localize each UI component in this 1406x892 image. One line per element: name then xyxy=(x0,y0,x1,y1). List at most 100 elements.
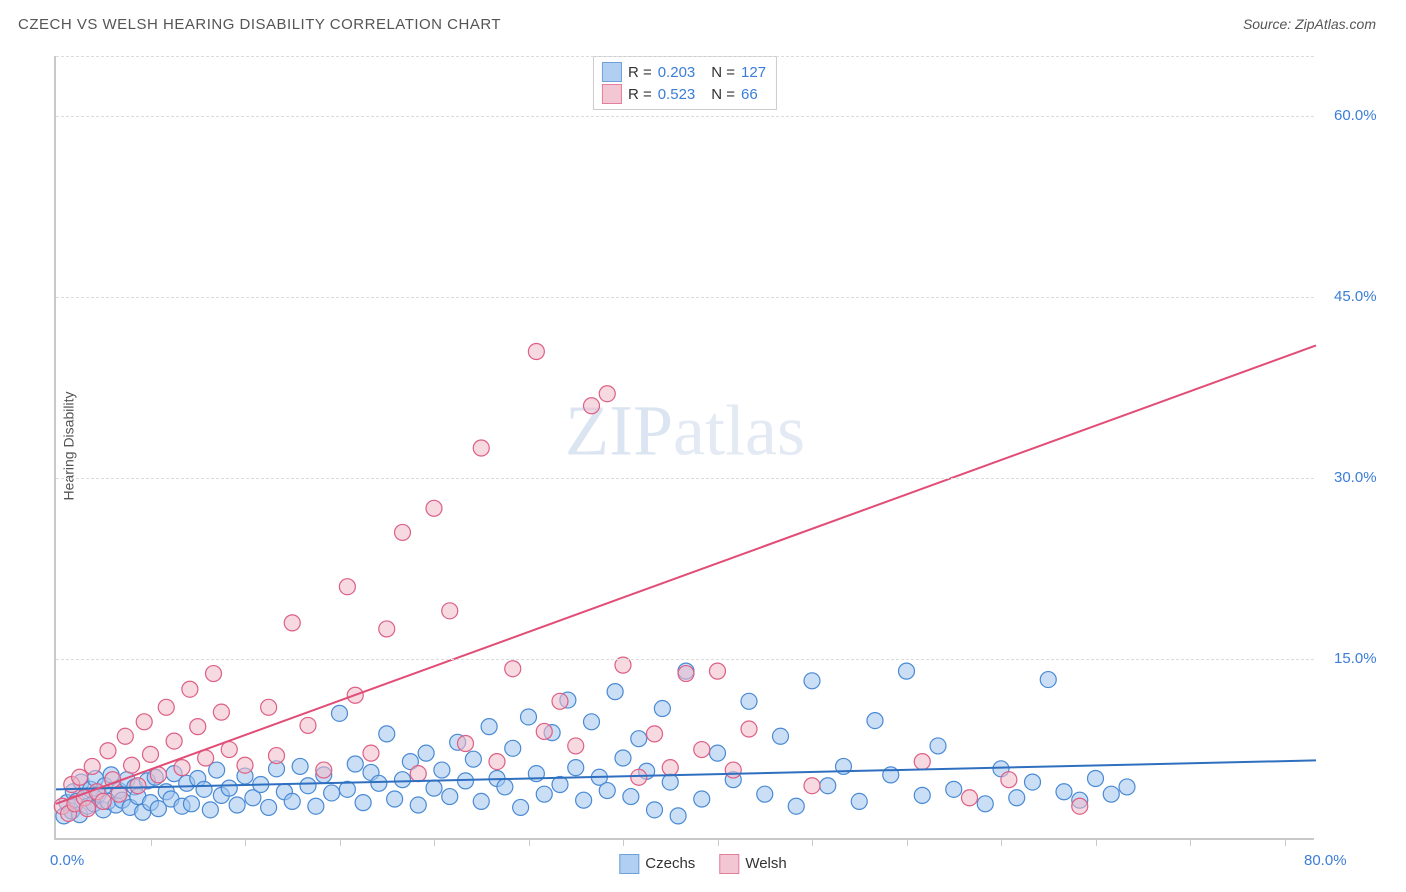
data-point xyxy=(584,398,600,414)
legend-n-value: 127 xyxy=(741,64,766,81)
data-point xyxy=(962,790,978,806)
source-attribution: Source: ZipAtlas.com xyxy=(1243,16,1376,32)
y-tick-label: 45.0% xyxy=(1334,288,1377,305)
data-point xyxy=(647,726,663,742)
scatter-svg xyxy=(56,56,1314,838)
data-point xyxy=(426,500,442,516)
data-point xyxy=(395,524,411,540)
data-point xyxy=(1056,784,1072,800)
data-point xyxy=(694,791,710,807)
data-point xyxy=(757,786,773,802)
correlation-legend: R = 0.203N = 127R = 0.523N = 66 xyxy=(593,56,777,110)
data-point xyxy=(788,798,804,814)
data-point xyxy=(631,731,647,747)
data-point xyxy=(458,736,474,752)
data-point xyxy=(615,750,631,766)
data-point xyxy=(355,795,371,811)
x-tick xyxy=(1096,838,1097,846)
data-point xyxy=(654,701,670,717)
data-point xyxy=(584,714,600,730)
data-point xyxy=(183,796,199,812)
data-point xyxy=(379,726,395,742)
data-point xyxy=(536,723,552,739)
data-point xyxy=(182,681,198,697)
data-point xyxy=(599,386,615,402)
data-point xyxy=(166,733,182,749)
data-point xyxy=(410,766,426,782)
data-point xyxy=(481,719,497,735)
legend-item: Czechs xyxy=(619,854,695,874)
legend-swatch xyxy=(602,62,622,82)
data-point xyxy=(623,789,639,805)
data-point xyxy=(725,762,741,778)
data-point xyxy=(599,783,615,799)
trend-line xyxy=(56,345,1316,803)
data-point xyxy=(513,799,529,815)
data-point xyxy=(899,663,915,679)
data-point xyxy=(269,748,285,764)
gridline xyxy=(56,116,1314,117)
data-point xyxy=(418,745,434,761)
legend-label: Czechs xyxy=(645,855,695,872)
data-point xyxy=(379,621,395,637)
data-point xyxy=(946,781,962,797)
x-tick xyxy=(1190,838,1191,846)
data-point xyxy=(1103,786,1119,802)
data-point xyxy=(100,743,116,759)
data-point xyxy=(977,796,993,812)
x-tick xyxy=(340,838,341,846)
data-point xyxy=(196,781,212,797)
data-point xyxy=(237,757,253,773)
legend-item: Welsh xyxy=(719,854,786,874)
data-point xyxy=(741,721,757,737)
data-point xyxy=(124,757,140,773)
data-point xyxy=(332,705,348,721)
data-point xyxy=(804,778,820,794)
data-point xyxy=(95,793,111,809)
data-point xyxy=(773,728,789,744)
data-point xyxy=(261,699,277,715)
data-point xyxy=(117,728,133,744)
data-point xyxy=(158,699,174,715)
legend-swatch xyxy=(719,854,739,874)
data-point xyxy=(292,758,308,774)
legend-n-label: N = xyxy=(711,64,735,81)
data-point xyxy=(410,797,426,813)
data-point xyxy=(130,778,146,794)
data-point xyxy=(221,780,237,796)
x-max-label: 80.0% xyxy=(1304,852,1347,869)
data-point xyxy=(1001,772,1017,788)
data-point xyxy=(174,760,190,776)
data-point xyxy=(206,666,222,682)
data-point xyxy=(1025,774,1041,790)
data-point xyxy=(497,779,513,795)
data-point xyxy=(202,802,218,818)
x-tick xyxy=(529,838,530,846)
data-point xyxy=(552,693,568,709)
x-tick xyxy=(907,838,908,846)
data-point xyxy=(324,785,340,801)
data-point xyxy=(710,745,726,761)
legend-label: Welsh xyxy=(745,855,786,872)
plot-area: ZIPatlas R = 0.203N = 127R = 0.523N = 66… xyxy=(54,56,1314,840)
data-point xyxy=(229,797,245,813)
legend-swatch xyxy=(619,854,639,874)
y-tick-label: 15.0% xyxy=(1334,650,1377,667)
legend-n-label: N = xyxy=(711,86,735,103)
gridline xyxy=(56,297,1314,298)
legend-r-value: 0.203 xyxy=(658,64,696,81)
legend-r-value: 0.523 xyxy=(658,86,696,103)
data-point xyxy=(914,754,930,770)
data-point xyxy=(442,603,458,619)
data-point xyxy=(607,684,623,700)
legend-swatch xyxy=(602,84,622,104)
data-point xyxy=(804,673,820,689)
data-point xyxy=(528,344,544,360)
data-point xyxy=(300,778,316,794)
data-point xyxy=(363,745,379,761)
x-tick xyxy=(1001,838,1002,846)
legend-row: R = 0.203N = 127 xyxy=(602,61,766,83)
data-point xyxy=(536,786,552,802)
data-point xyxy=(300,717,316,733)
x-tick xyxy=(434,838,435,846)
